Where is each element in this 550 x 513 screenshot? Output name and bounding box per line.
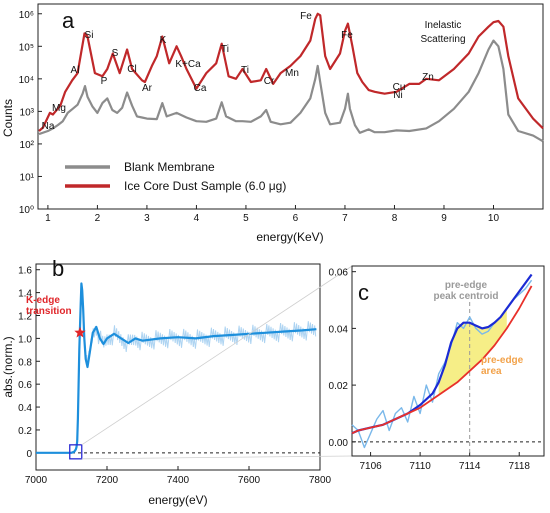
panel-b-xanes-line: [36, 282, 317, 454]
element-annotation: Fe: [341, 30, 353, 41]
panel-c-label: c: [358, 280, 369, 305]
panel-a-y-tick-label: 10⁵: [19, 42, 34, 53]
element-annotation: Fe: [300, 11, 312, 22]
panel-a-chart: a 1 2 3 4 5 6 7 8 9 10 10⁰ 10¹ 10² 10³ 10⁴ 10⁵ 10⁶ Na Mg…: [1, 3, 544, 244]
panel-b-y-tick-label: 0.6: [18, 380, 32, 391]
element-annotation: Ti: [221, 44, 229, 55]
panel-b-y-tick-label: 1.6: [18, 266, 32, 277]
element-annotation: K: [160, 35, 167, 46]
zoom-connector-bottom: [81, 455, 353, 460]
element-annotation: P: [101, 76, 108, 87]
panel-a-x-tick-label: 2: [95, 213, 101, 224]
panel-a-x-tick-label: 1: [45, 213, 51, 224]
panel-a-y-tick-label: 10⁴: [19, 75, 34, 86]
panel-b-x-axis-label: energy(eV): [148, 493, 207, 507]
panel-c-x-tick-label: 7114: [459, 461, 481, 472]
panel-a-x-tick-label: 10: [488, 213, 500, 224]
panel-b-chart: b 7000 7200 7400 7600 7800 0 0.2 0.4 0.6 0.8 1.0 1…: [1, 256, 353, 507]
panel-a-y-tick-label: 10⁰: [19, 205, 34, 216]
element-annotation: Mg: [52, 103, 66, 114]
panel-a-x-tick-label: 7: [342, 213, 348, 224]
centroid-label-line1: pre-edge: [445, 280, 488, 291]
centroid-label-line2: peak centroid: [433, 291, 498, 302]
panel-c-y-tick-label: 0.04: [329, 324, 349, 335]
element-annotation: Na: [42, 121, 55, 132]
area-label-line1: pre-edge: [481, 355, 524, 366]
element-annotation: S: [112, 48, 119, 59]
panel-a-x-tick-label: 5: [243, 213, 249, 224]
panel-a-y-tick-label: 10¹: [20, 172, 35, 183]
panel-b-label: b: [52, 256, 64, 281]
element-annotation: Mn: [285, 68, 299, 79]
panel-b-y-tick-label: 0.8: [18, 357, 32, 368]
zoom-connector-top: [81, 265, 353, 446]
element-annotation: Cu: [393, 82, 406, 93]
panel-a-x-tick-label: 8: [392, 213, 398, 224]
panel-c-x-tick-label: 7118: [508, 461, 530, 472]
panel-a-y-tick-label: 10⁶: [19, 10, 34, 21]
ice-core-dust-line: [38, 12, 544, 132]
element-annotation: Ca: [194, 83, 207, 94]
panel-a-x-tick-label: 3: [144, 213, 150, 224]
panel-b-y-tick-label: 1.4: [18, 289, 32, 300]
area-label-line2: area: [481, 366, 502, 377]
panel-c-chart: 7106 7110 7114 7118 0.00 0.02 0.04 0.06 c pre-…: [329, 265, 545, 472]
panel-c-y-tick-label: 0.02: [329, 381, 349, 392]
panel-c-baseline-line: [351, 285, 533, 435]
panel-a-x-tick-label: 9: [441, 213, 447, 224]
k-edge-label-line2: transition: [26, 306, 72, 317]
panel-c-x-tick-label: 7106: [359, 461, 382, 472]
panel-a-x-tick-label: 4: [194, 213, 200, 224]
element-annotation: Zn: [422, 72, 434, 83]
panel-b-x-tick-label: 7000: [25, 475, 48, 486]
element-annotation: Al: [71, 65, 80, 76]
panel-b-y-tick-label: 0.2: [18, 426, 32, 437]
panel-a-x-axis-label: energy(KeV): [256, 230, 323, 244]
panel-a-frame: [37, 3, 544, 210]
panel-a-y-tick-label: 10³: [20, 107, 35, 118]
panel-b-zoom-box: [69, 444, 83, 460]
panel-b-y-axis-label: abs.(norm.): [1, 336, 15, 397]
element-annotation: K+Ca: [175, 59, 201, 70]
element-annotation: Cr: [264, 76, 275, 87]
panel-b-x-tick-label: 7400: [167, 475, 190, 486]
panel-a-y-axis-label: Counts: [1, 99, 15, 137]
panel-b-y-tick-label: 1.2: [18, 312, 32, 323]
panel-c-x-tick-label: 7110: [409, 461, 431, 472]
panel-a-label: a: [62, 8, 75, 33]
element-annotation: Ti: [241, 65, 249, 76]
panel-a-y-tick-label: 10²: [20, 140, 35, 151]
panel-c-y-tick-label: 0.06: [329, 268, 349, 279]
panel-b-y-tick-label: 0.4: [18, 403, 32, 414]
panel-b-x-tick-label: 7800: [309, 475, 332, 486]
element-annotation: Inelastic: [425, 20, 462, 31]
element-annotation: Cl: [127, 64, 136, 75]
panel-a-legend: Blank Membrane Ice Core Dust Sample (6.0…: [65, 160, 286, 193]
legend-label-blank: Blank Membrane: [124, 160, 215, 174]
k-edge-label-line1: K-edge: [26, 295, 60, 306]
panel-b-y-tick-label: 1.0: [18, 334, 32, 345]
panel-b-raw-data: [85, 321, 317, 368]
panel-b-x-tick-label: 7600: [238, 475, 261, 486]
element-annotation: Ni: [393, 90, 402, 101]
k-edge-marker-star: [74, 326, 86, 338]
panel-b-y-tick-label: 0: [26, 449, 32, 460]
panel-b-x-tick-label: 7200: [96, 475, 119, 486]
legend-label-sample: Ice Core Dust Sample (6.0 μg): [124, 179, 286, 193]
blank-membrane-line: [38, 39, 544, 143]
panel-c-y-tick-label: 0.00: [329, 438, 349, 449]
element-annotation: Ar: [142, 83, 153, 94]
panel-a-x-tick-label: 6: [293, 213, 299, 224]
panel-c-frame: [351, 265, 545, 457]
element-annotation: Scattering: [420, 34, 465, 45]
element-annotation: Si: [85, 30, 94, 41]
